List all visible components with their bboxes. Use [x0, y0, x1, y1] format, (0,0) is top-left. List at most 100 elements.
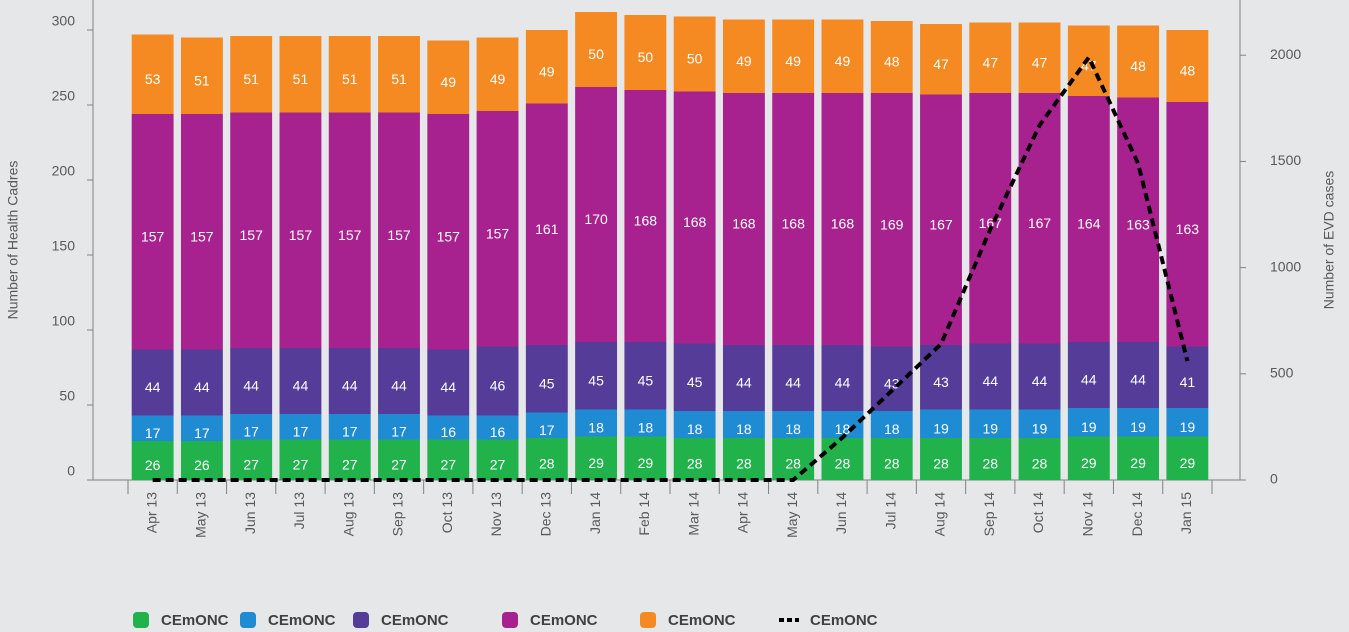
- value-label: 28: [687, 456, 703, 472]
- bar-segment: [722, 411, 765, 438]
- bar-segment: [969, 438, 1012, 480]
- value-label: 27: [440, 456, 456, 472]
- value-label: 43: [933, 374, 949, 390]
- value-label: 26: [194, 457, 210, 473]
- value-label: 43: [884, 375, 900, 391]
- bar-segment: [575, 87, 618, 342]
- value-label: 170: [584, 211, 608, 227]
- value-label: 18: [835, 421, 851, 437]
- bar-segment: [476, 111, 519, 347]
- x-tick-label: Sep 14: [981, 492, 997, 537]
- value-label: 44: [1130, 372, 1146, 388]
- bar-segment: [378, 112, 420, 348]
- value-label: 45: [588, 372, 604, 388]
- bar-segment: [673, 438, 716, 480]
- value-label: 29: [1180, 455, 1196, 471]
- bar-segment: [328, 439, 371, 480]
- value-label: 18: [785, 421, 801, 437]
- value-label: 161: [535, 221, 559, 237]
- value-label: 51: [293, 71, 309, 87]
- bar-segment: [427, 349, 470, 416]
- value-label: 167: [929, 216, 953, 232]
- value-label: 157: [338, 227, 362, 243]
- bar-segment: [230, 414, 273, 440]
- legend-label: CEmONC: [810, 612, 878, 629]
- value-label: 17: [194, 425, 210, 441]
- value-label: 27: [490, 456, 506, 472]
- bar-segment: [870, 411, 913, 438]
- bar-segment: [525, 103, 568, 345]
- bar-segment: [722, 438, 765, 480]
- value-label: 17: [293, 423, 309, 439]
- value-label: 44: [785, 375, 801, 391]
- value-label: 157: [240, 227, 264, 243]
- value-label: 157: [141, 228, 165, 244]
- value-label: 19: [982, 420, 998, 436]
- bar-segment: [279, 414, 322, 440]
- bar-segment: [772, 93, 815, 345]
- bar-segment: [476, 415, 519, 440]
- bar-segment: [378, 348, 420, 414]
- bar-segment: [821, 345, 864, 411]
- x-tick-label: Mar 14: [685, 492, 701, 536]
- value-label: 53: [145, 71, 161, 87]
- value-label: 50: [638, 49, 654, 65]
- value-label: 41: [1180, 374, 1196, 390]
- value-label: 44: [391, 378, 407, 394]
- bar-segment: [328, 348, 371, 414]
- x-tick-label: Dec 13: [538, 492, 554, 537]
- value-label: 19: [1081, 419, 1097, 435]
- y-tick-label: 100: [52, 313, 76, 329]
- bar-segment: [1117, 342, 1160, 408]
- bar-segment: [624, 15, 667, 90]
- value-label: 29: [1081, 455, 1097, 471]
- bar-segment: [230, 112, 273, 348]
- value-label: 19: [1130, 419, 1146, 435]
- bar-segment: [575, 12, 618, 87]
- bar-segment: [821, 411, 864, 438]
- x-tick-label: Oct 14: [1030, 492, 1046, 533]
- value-label: 28: [982, 456, 998, 472]
- x-tick-label: Jan 15: [1178, 492, 1194, 534]
- bar-segment: [525, 345, 568, 413]
- x-tick-label: Jul 13: [291, 492, 307, 530]
- value-label: 48: [1130, 58, 1146, 74]
- y2-tick-label: 0: [1270, 471, 1278, 487]
- y-tick-label: 50: [59, 388, 75, 404]
- legend-label: CEmONC: [530, 612, 598, 629]
- value-label: 50: [687, 51, 703, 67]
- value-label: 44: [982, 373, 998, 389]
- bar-segment: [1117, 25, 1160, 98]
- bar-segment: [821, 93, 864, 345]
- bar-segment: [920, 409, 962, 438]
- bar-segment: [1067, 96, 1110, 342]
- x-tick-label: Nov 14: [1080, 492, 1096, 537]
- bar-segment: [624, 90, 667, 342]
- x-tick-label: Oct 13: [439, 492, 455, 533]
- x-tick-label: Apr 13: [143, 492, 159, 533]
- value-label: 44: [1081, 372, 1097, 388]
- bar-segment: [180, 349, 223, 416]
- bar-segment: [920, 438, 962, 480]
- y-tick-label: 200: [52, 163, 76, 179]
- value-label: 46: [490, 378, 506, 394]
- value-label: 168: [831, 216, 855, 232]
- bar-segment: [673, 91, 716, 344]
- value-label: 168: [683, 214, 707, 230]
- bar-segment: [969, 343, 1012, 410]
- value-label: 157: [190, 228, 214, 244]
- value-label: 18: [638, 420, 654, 436]
- value-label: 48: [1180, 63, 1196, 79]
- bar-segment: [673, 411, 716, 438]
- value-label: 19: [1032, 420, 1048, 436]
- value-label: 29: [588, 455, 604, 471]
- bar-segment: [722, 19, 765, 93]
- bar-segment: [378, 439, 420, 480]
- legend-label: CEmONC: [381, 612, 449, 629]
- bar-segment: [180, 37, 223, 114]
- bar-segment: [1067, 408, 1110, 437]
- bar-segment: [870, 21, 913, 93]
- bar-segment: [131, 415, 174, 441]
- value-label: 29: [1130, 455, 1146, 471]
